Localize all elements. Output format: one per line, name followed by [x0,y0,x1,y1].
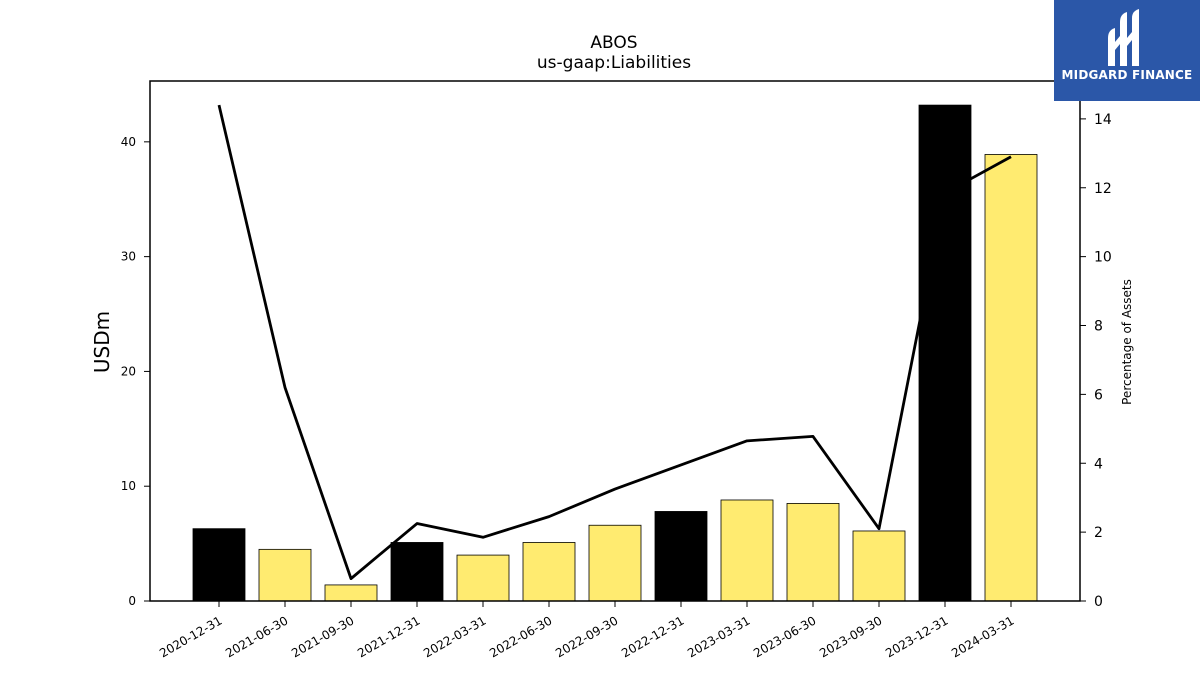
x-tick-label: 2022-03-31 [421,613,488,660]
x-axis: 2020-12-312021-06-302021-09-302021-12-31… [157,601,1017,660]
bar-2022-06-30 [522,542,576,602]
logo: MIDGARD FINANCE [1054,0,1200,101]
y2-tick-label: 4 [1094,456,1103,472]
chart-title: ABOS [590,33,637,53]
y2-tick-label: 10 [1094,250,1112,266]
x-tick-label: 2023-06-30 [751,613,818,660]
x-tick-label: 2022-09-30 [553,613,620,660]
bar-2020-12-31 [192,528,246,602]
y2-tick-label: 0 [1094,594,1103,610]
bar-2022-12-31 [654,511,708,602]
x-tick-label: 2021-06-30 [223,613,290,660]
bar-2022-09-30 [588,524,642,602]
y-tick-label: 40 [121,135,136,149]
bar-2023-06-30 [786,503,840,602]
x-tick-label: 2023-12-31 [883,613,950,660]
bar-2022-03-31 [456,554,510,602]
x-tick-label: 2020-12-31 [157,613,224,660]
logo-mark-icon [1108,9,1139,66]
y-axis-label: USDm [90,311,114,373]
logo-text: MIDGARD FINANCE [1061,68,1193,82]
y-tick-label: 30 [121,250,136,264]
y2-tick-label: 12 [1094,181,1112,197]
y-tick-label: 0 [128,594,136,608]
y-tick-label: 10 [121,479,136,493]
bar-2023-03-31 [720,499,774,602]
y2-tick-label: 14 [1094,112,1112,128]
bar-2023-12-31 [918,104,972,602]
line-series [217,104,1012,581]
x-tick-label: 2022-06-30 [487,613,554,660]
bar-2021-06-30 [258,548,312,602]
x-tick-label: 2024-03-31 [949,613,1016,660]
x-tick-label: 2021-12-31 [355,613,422,660]
bar-2021-12-31 [390,542,444,602]
x-tick-label: 2023-03-31 [685,613,752,660]
bar-2024-03-31 [984,154,1038,602]
y-axis: 0 10 20 30 40 [121,135,150,608]
bar-series [192,104,1038,602]
y-tick-label: 20 [121,364,136,378]
y2-axis: 0 2 4 6 8 10 12 14 [1080,112,1112,610]
x-tick-label: 2021-09-30 [289,613,356,660]
x-tick-label: 2023-09-30 [817,613,884,660]
y2-axis-label: Percentage of Assets [1120,279,1134,405]
y2-tick-label: 2 [1094,525,1103,541]
bar-2021-09-30 [324,584,378,602]
y2-tick-label: 6 [1094,387,1103,403]
chart-subtitle: us-gaap:Liabilities [537,53,691,73]
x-tick-label: 2022-12-31 [619,613,686,660]
percentage-line [217,104,1012,581]
y2-tick-label: 8 [1094,319,1103,335]
bar-2023-09-30 [852,530,906,602]
